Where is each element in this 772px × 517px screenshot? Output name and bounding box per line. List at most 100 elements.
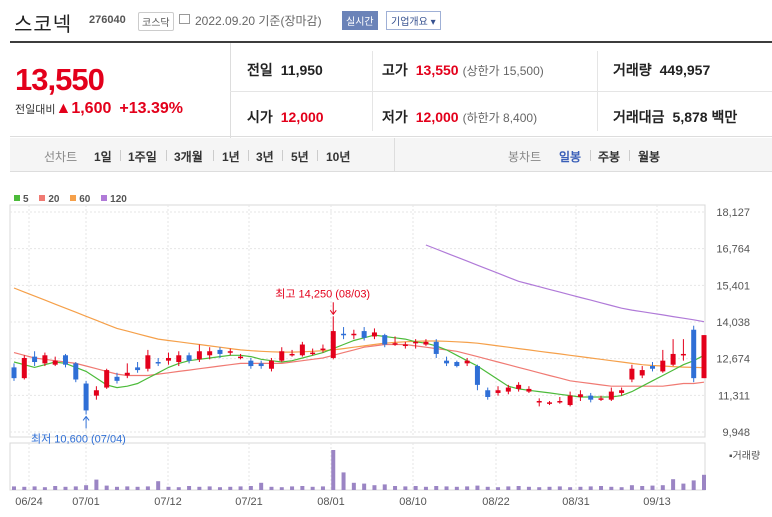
volume-bar	[176, 487, 181, 490]
change-label: 전일대비	[15, 104, 56, 116]
candle-body	[341, 333, 347, 336]
candle-body	[320, 348, 326, 351]
volume-bar	[114, 486, 119, 490]
volume-bar	[197, 486, 202, 490]
y-tick-label: 14,038	[716, 317, 750, 329]
candle-body	[248, 360, 254, 367]
candle-body	[526, 388, 532, 392]
candle-body	[598, 398, 604, 400]
candle	[186, 352, 192, 364]
x-tick-label: 08/31	[562, 496, 590, 508]
volume-bar	[135, 486, 140, 490]
volume-bar	[516, 486, 521, 490]
candle-body	[124, 372, 130, 376]
up-arrow-icon: ▲	[55, 100, 72, 117]
volume-bar	[300, 486, 305, 490]
volume-bar	[629, 485, 634, 490]
volume-bar	[12, 486, 16, 490]
reference-date: 2022.09.20 기준(장마감)	[195, 14, 322, 28]
volume-bar	[547, 486, 552, 490]
tab-candle-chart[interactable]: 봉차트	[508, 150, 542, 164]
ma20-line	[13, 343, 705, 387]
separator	[120, 150, 121, 161]
candle	[361, 327, 367, 341]
candle-body	[691, 329, 697, 379]
candle	[691, 325, 697, 383]
candle-body	[639, 370, 645, 376]
volume-bar	[526, 486, 531, 490]
tab-interval-weekly[interactable]: 주봉	[598, 150, 621, 164]
tab-period-1y[interactable]: 1년	[222, 150, 240, 164]
realtime-button[interactable]: 실시간	[342, 11, 378, 30]
x-tick-label: 07/01	[72, 496, 100, 508]
candle-body	[351, 333, 357, 336]
candle-body	[21, 357, 27, 379]
candle	[516, 382, 522, 392]
candle-body	[258, 363, 264, 367]
legend-swatch	[14, 195, 20, 201]
candle	[52, 356, 58, 367]
candle-body	[608, 391, 614, 400]
candle	[145, 349, 151, 372]
high-arrow-icon	[329, 309, 337, 316]
candle	[598, 395, 604, 402]
separator	[248, 150, 249, 161]
ma-legend: 5 20 60 120	[14, 194, 135, 205]
ma60-line	[13, 287, 705, 369]
candle	[114, 372, 120, 384]
volume-bar	[485, 486, 490, 490]
separator	[213, 150, 214, 161]
tab-interval-daily[interactable]: 일봉	[559, 150, 582, 164]
volume-bar	[63, 486, 68, 490]
x-tick-label: 08/22	[482, 496, 510, 508]
candle	[670, 339, 676, 367]
volume-bar	[640, 486, 645, 490]
candle	[608, 387, 614, 402]
tab-period-5y[interactable]: 5년	[291, 150, 309, 164]
volume-bar	[650, 485, 655, 490]
candle	[701, 335, 707, 379]
candle	[413, 339, 419, 349]
company-overview-dropdown[interactable]: 기업개요 ▾	[386, 11, 441, 30]
volume-bar	[434, 486, 439, 490]
candle-body	[495, 390, 501, 393]
candle	[289, 349, 295, 357]
tab-period-10y[interactable]: 10년	[326, 150, 351, 164]
volume-bar	[609, 486, 614, 490]
candle	[104, 368, 110, 389]
candle	[32, 351, 38, 367]
legend-swatch	[39, 195, 46, 201]
tab-period-3m[interactable]: 3개월	[174, 150, 203, 164]
price-summary: 13,550 전일대비▲1,600 +13.39% 전일 11,950 고가 13,5…	[10, 41, 772, 139]
candle-body	[62, 355, 68, 365]
candle	[227, 348, 233, 356]
candle-body	[444, 360, 450, 364]
candle	[382, 333, 388, 348]
candle	[619, 387, 625, 396]
change-amount: 1,600	[71, 100, 112, 117]
candle	[650, 362, 656, 372]
x-tick-label: 07/12	[154, 496, 182, 508]
tab-period-1d[interactable]: 1일	[94, 150, 112, 164]
tab-line-chart[interactable]: 선차트	[44, 150, 78, 164]
volume-bar	[104, 485, 109, 490]
x-tick-label: 09/13	[643, 496, 671, 508]
legend-ma60: 60	[70, 194, 90, 205]
candle	[258, 360, 264, 369]
candle	[217, 347, 223, 358]
candle-body	[474, 366, 480, 385]
high-annotation: 최고 14,250 (08/03)	[275, 287, 370, 300]
volume-bar	[475, 485, 480, 490]
tab-period-1w[interactable]: 1주일	[128, 150, 157, 164]
volume-bar	[423, 486, 428, 490]
candle	[660, 349, 666, 373]
change-percent: +13.39%	[119, 100, 183, 117]
prev-close: 전일 11,950	[247, 62, 323, 78]
candle-body	[32, 356, 38, 363]
candle-body	[145, 355, 151, 369]
x-tick-label: 07/21	[235, 496, 263, 508]
candle-body	[104, 370, 110, 388]
tab-period-3y[interactable]: 3년	[256, 150, 274, 164]
tab-interval-monthly[interactable]: 월봉	[638, 150, 661, 164]
